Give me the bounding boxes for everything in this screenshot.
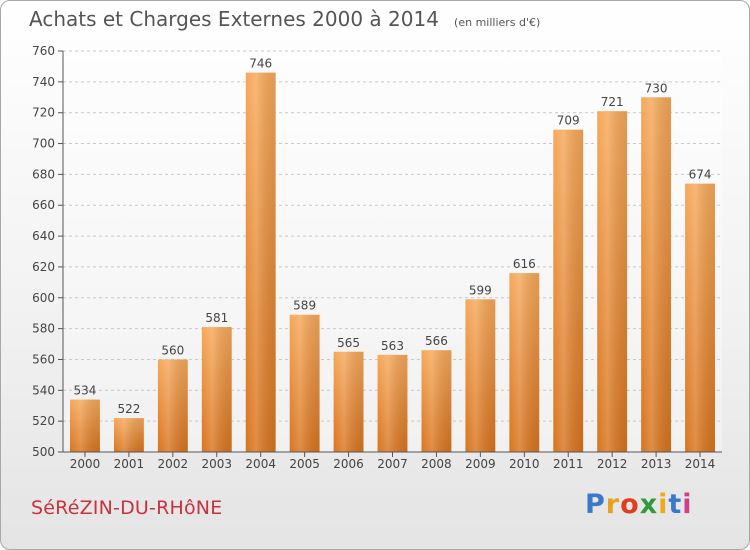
bar-shine-2001 (113, 418, 144, 452)
y-tick-label: 720 (32, 106, 55, 120)
y-tick-label: 640 (32, 229, 55, 243)
x-tick-label: 2010 (509, 457, 540, 471)
bars: 534 522 560 581 746 589 565 563 566 599 616 709 721 7… (70, 57, 715, 453)
chart-subtitle: (en milliers d'€) (454, 16, 541, 29)
bar-value-label: 560 (161, 343, 184, 357)
bar-value-label: 589 (293, 299, 316, 313)
x-tick-label: 2011 (553, 457, 584, 471)
x-tick-label: 2005 (289, 457, 320, 471)
bar-shine-2011 (553, 129, 584, 452)
x-tick-label: 2000 (70, 457, 101, 471)
brand-letter: x (639, 489, 659, 520)
bar-shine-2006 (333, 351, 364, 452)
bar-value-label: 566 (425, 334, 448, 348)
y-tick-label: 580 (32, 322, 55, 336)
y-tick-label: 680 (32, 167, 55, 181)
bar-value-label: 674 (689, 168, 712, 182)
brand-letter: o (620, 489, 640, 520)
bar-shine-2000 (70, 399, 100, 452)
y-tick-label: 600 (32, 291, 55, 305)
x-tick-label: 2006 (333, 457, 364, 471)
y-tick-label: 620 (32, 260, 55, 274)
brand-letter: i (658, 489, 669, 520)
bar-shine-2005 (289, 314, 320, 452)
bar-value-label: 599 (469, 283, 492, 297)
x-tick-label: 2008 (421, 457, 452, 471)
bar-shine-2007 (377, 354, 408, 452)
y-tick-label: 500 (32, 445, 55, 459)
bar-shine-2009 (465, 299, 496, 452)
brand-letter: i (682, 489, 693, 520)
x-tick-label: 2004 (245, 457, 276, 471)
bar-value-label: 581 (205, 311, 228, 325)
y-tick-label: 700 (32, 137, 55, 151)
city-name: SéRéZIN-DU-RHôNE (31, 497, 223, 519)
bar-shine-2004 (245, 72, 276, 452)
bar-shine-2014 (685, 183, 715, 452)
x-tick-label: 2001 (114, 457, 145, 471)
x-tick-label: 2014 (685, 457, 716, 471)
brand-letter: t (668, 489, 683, 520)
bar-value-label: 721 (601, 95, 624, 109)
bar-shine-2003 (201, 327, 232, 452)
x-tick-label: 2002 (158, 457, 189, 471)
y-tick-label: 560 (32, 352, 55, 366)
y-tick-label: 740 (32, 75, 55, 89)
bar-value-label: 616 (513, 257, 536, 271)
x-tick-label: 2003 (201, 457, 232, 471)
x-tick-label: 2009 (465, 457, 496, 471)
chart-title: Achats et Charges Externes 2000 à 2014 (29, 7, 439, 31)
y-tick-label: 760 (32, 44, 55, 58)
bar-value-label: 563 (381, 339, 404, 353)
bar-shine-2008 (421, 350, 452, 452)
brand-letter: r (605, 489, 621, 520)
bar-shine-2002 (157, 359, 188, 452)
bar-shine-2010 (509, 273, 540, 452)
bar-value-label: 534 (74, 384, 97, 398)
bar-value-label: 709 (557, 114, 580, 128)
bar-shine-2012 (597, 111, 628, 453)
x-tick-label: 2012 (597, 457, 628, 471)
bar-value-label: 730 (645, 81, 668, 95)
bar-value-label: 565 (337, 336, 360, 350)
y-tick-label: 660 (32, 198, 55, 212)
bar-value-label: 522 (117, 402, 140, 416)
x-tick-label: 2013 (641, 457, 672, 471)
axes: 500 520 540 560 580 600 620 640 660 680 700 720 740 7… (32, 44, 722, 471)
title-row: Achats et Charges Externes 2000 à 2014 (… (29, 7, 540, 31)
y-tick-label: 540 (32, 383, 55, 397)
y-tick-label: 520 (32, 414, 55, 428)
brand-letter: P (585, 489, 606, 520)
brand-logo: Proxiti (585, 489, 693, 520)
x-tick-label: 2007 (377, 457, 408, 471)
bar-shine-2013 (641, 97, 672, 453)
bar-value-label: 746 (249, 57, 272, 71)
